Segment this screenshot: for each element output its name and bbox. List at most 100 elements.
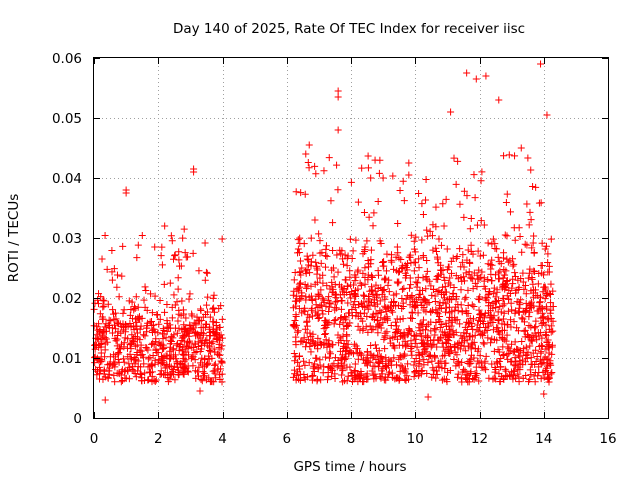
- data-point: [120, 306, 128, 314]
- data-point: [328, 372, 336, 380]
- data-point: [381, 302, 389, 310]
- data-point: [458, 358, 466, 366]
- data-point: [126, 341, 134, 349]
- data-point: [466, 357, 474, 365]
- data-point: [292, 333, 300, 341]
- data-point: [480, 312, 488, 320]
- data-point: [151, 292, 159, 300]
- data-point: [541, 353, 549, 361]
- data-point: [526, 301, 534, 309]
- data-point: [510, 367, 518, 375]
- x-tick-label: 16: [599, 431, 616, 447]
- data-point: [454, 300, 462, 308]
- data-point: [408, 315, 416, 323]
- data-point: [342, 348, 350, 356]
- data-points: [90, 60, 557, 404]
- data-point: [549, 303, 557, 311]
- data-point: [396, 367, 404, 375]
- data-point: [119, 309, 127, 317]
- data-point: [500, 266, 508, 274]
- data-point: [416, 290, 424, 298]
- data-point: [517, 144, 525, 152]
- data-point: [116, 344, 124, 352]
- data-point: [302, 269, 310, 277]
- data-point: [438, 339, 446, 347]
- data-point: [306, 269, 314, 277]
- data-point: [476, 311, 484, 319]
- data-point: [291, 357, 299, 365]
- data-point: [537, 199, 545, 207]
- data-point: [215, 340, 223, 348]
- data-point: [480, 282, 488, 290]
- data-point: [505, 295, 513, 303]
- data-point: [489, 375, 497, 383]
- data-point: [338, 354, 346, 362]
- grid-lines: [94, 58, 608, 418]
- data-point: [535, 269, 543, 277]
- data-point: [350, 368, 358, 376]
- data-point: [333, 161, 341, 169]
- data-point: [138, 231, 146, 239]
- data-point: [323, 252, 331, 260]
- data-point: [322, 302, 330, 310]
- data-point: [544, 370, 552, 378]
- x-tick-label: 6: [282, 431, 291, 447]
- data-point: [495, 328, 503, 336]
- data-point: [378, 258, 386, 266]
- data-point: [545, 342, 553, 350]
- data-point: [404, 331, 412, 339]
- data-point: [309, 330, 317, 338]
- data-point: [148, 361, 156, 369]
- data-point: [334, 126, 342, 134]
- data-point: [194, 343, 202, 351]
- data-point: [159, 354, 167, 362]
- data-point: [359, 317, 367, 325]
- data-point: [398, 304, 406, 312]
- data-point: [131, 333, 139, 341]
- data-point: [314, 303, 322, 311]
- data-point: [167, 232, 175, 240]
- data-point: [340, 325, 348, 333]
- data-point: [476, 310, 484, 318]
- data-point: [143, 344, 151, 352]
- data-point: [148, 321, 156, 329]
- data-point: [350, 340, 358, 348]
- data-point: [542, 332, 550, 340]
- data-point: [393, 278, 401, 286]
- data-point: [330, 273, 338, 281]
- data-point: [371, 156, 379, 164]
- data-point: [371, 341, 379, 349]
- data-point: [344, 372, 352, 380]
- data-point: [346, 267, 354, 275]
- data-point: [307, 292, 315, 300]
- data-point: [377, 308, 385, 316]
- data-point: [367, 174, 375, 182]
- data-point: [502, 367, 510, 375]
- data-point: [516, 359, 524, 367]
- data-point: [538, 342, 546, 350]
- data-point: [522, 343, 530, 351]
- data-point: [422, 176, 430, 184]
- data-point: [373, 317, 381, 325]
- data-point: [460, 277, 468, 285]
- data-point: [523, 241, 531, 249]
- data-point: [440, 375, 448, 383]
- data-point: [430, 366, 438, 374]
- data-point: [434, 259, 442, 267]
- data-point: [113, 271, 121, 279]
- data-point: [545, 341, 553, 349]
- data-point: [182, 314, 190, 322]
- data-point: [133, 341, 141, 349]
- data-point: [508, 306, 516, 314]
- data-point: [343, 331, 351, 339]
- data-point: [361, 264, 369, 272]
- data-point: [511, 152, 519, 160]
- data-point: [314, 290, 322, 298]
- data-point: [92, 342, 100, 350]
- data-point: [418, 200, 426, 208]
- data-point: [544, 314, 552, 322]
- data-point: [442, 359, 450, 367]
- data-point: [405, 171, 413, 179]
- data-point: [392, 253, 400, 261]
